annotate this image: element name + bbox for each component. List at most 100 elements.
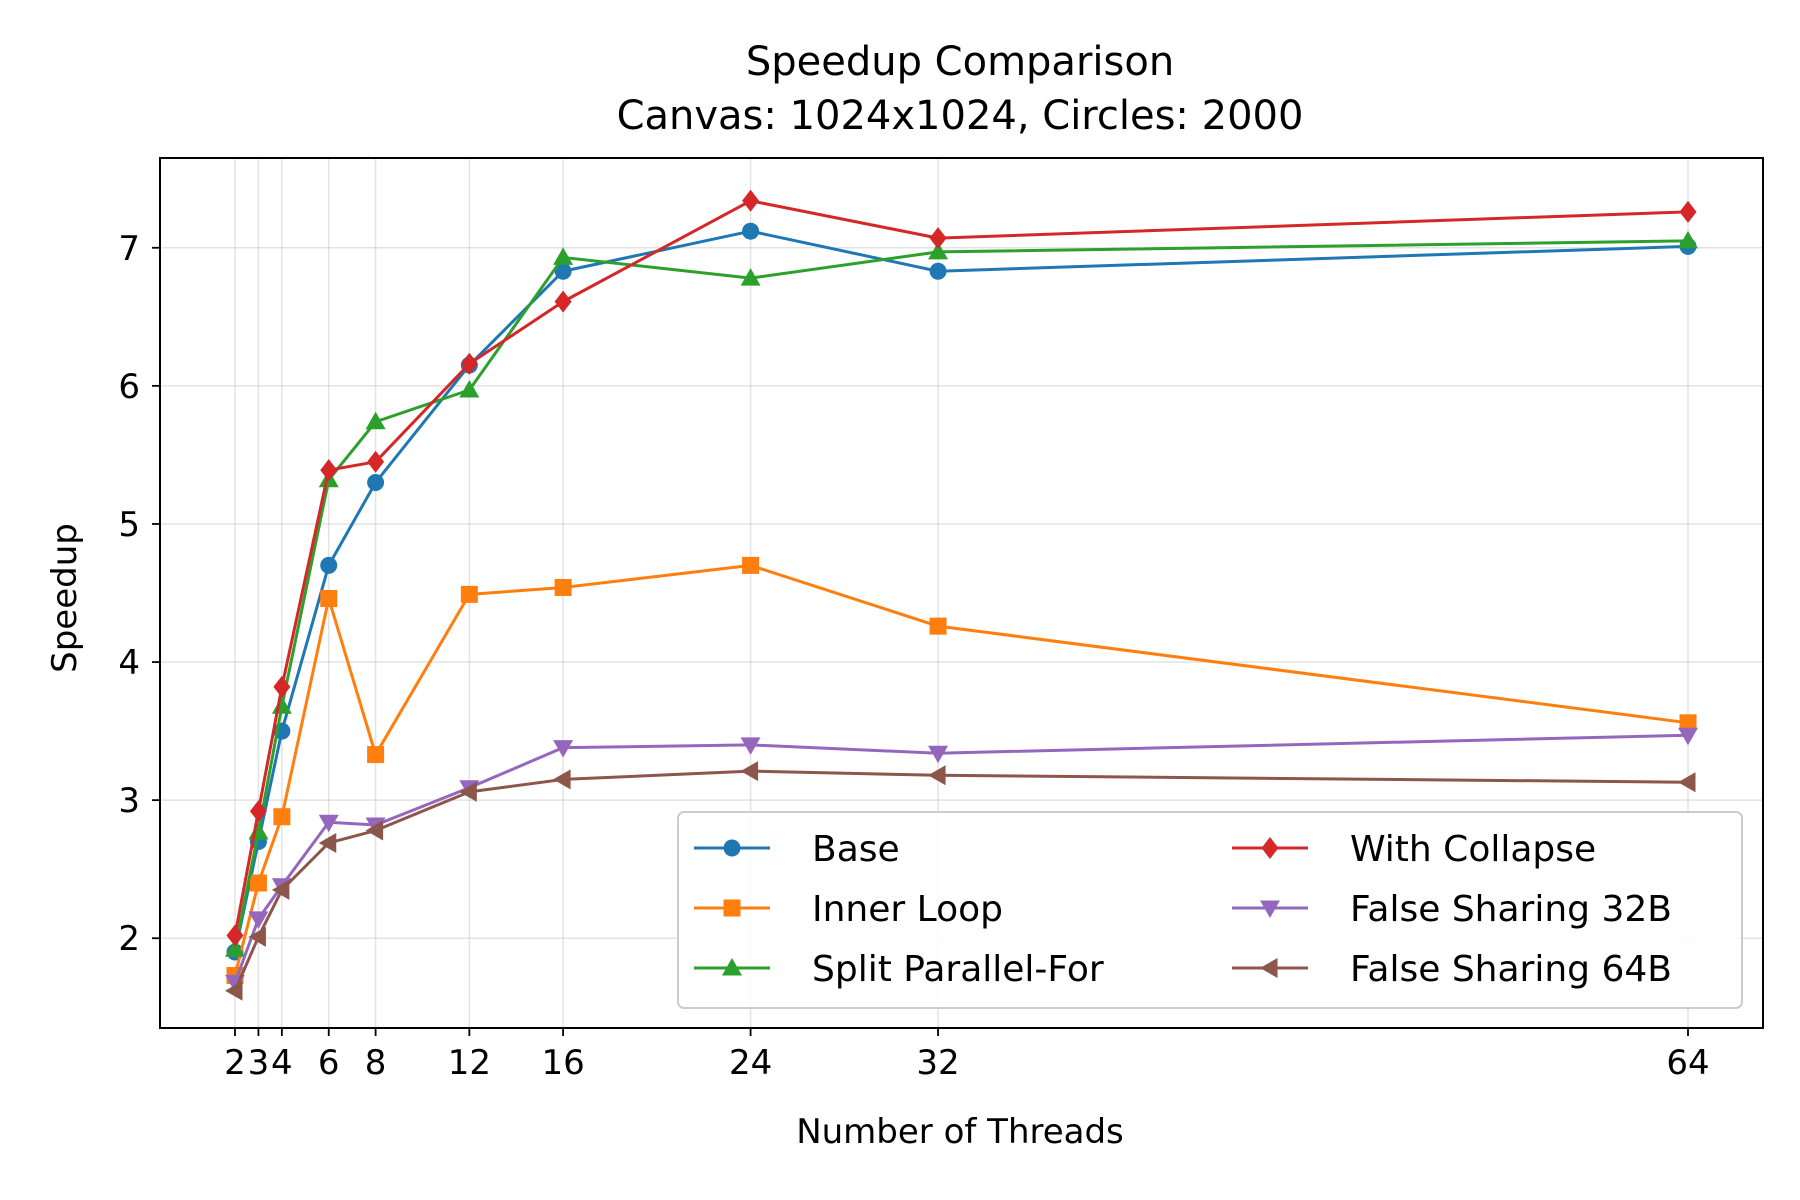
series-line-split-parallel-for [233, 239, 1689, 950]
data-point-with-collapse [273, 675, 291, 698]
data-point-split-parallel-for [365, 411, 386, 430]
legend-item-with-collapse: With Collapse [1232, 829, 1596, 870]
series-false-sharing-64b [224, 761, 1696, 1001]
data-point-inner-loop [273, 808, 291, 826]
x-axis-label: Number of Threads [796, 1112, 1124, 1152]
plot-frame [159, 157, 1764, 1029]
data-point-split-parallel-for [1678, 230, 1699, 249]
data-point-false-sharing-32b [318, 814, 339, 833]
data-point-base [367, 474, 385, 492]
data-point-inner-loop [320, 590, 338, 608]
x-tick-label: 32 [916, 1043, 959, 1083]
series-split-parallel-for [224, 230, 1699, 957]
series-line-base [233, 229, 1689, 953]
data-point-false-sharing-64b [224, 980, 243, 1001]
data-point-with-collapse [249, 800, 267, 823]
chart-subtitle: Canvas: 1024x1024, Circles: 2000 [617, 93, 1304, 139]
series-inner-loop [226, 556, 1697, 985]
series-line-with-collapse [233, 199, 1689, 936]
data-point-false-sharing-32b [928, 745, 949, 764]
x-axis-ticks: 2 3 4 6 8 12 16 24 32 64 [224, 1028, 1710, 1083]
series-line-false-sharing-64b [233, 769, 1689, 992]
data-point-with-collapse [367, 450, 385, 473]
data-point-false-sharing-32b [553, 740, 574, 758]
legend-label: Split Parallel-For [812, 949, 1104, 990]
data-point-false-sharing-64b [740, 761, 759, 782]
data-point-with-collapse [742, 189, 760, 212]
data-point-split-parallel-for [459, 380, 480, 398]
x-tick-label: 2 [224, 1043, 246, 1083]
legend-label: Inner Loop [812, 889, 1003, 930]
x-tick-label: 12 [448, 1043, 491, 1083]
legend-item-false-sharing-32b: False Sharing 32B [1232, 889, 1672, 930]
y-tick-label: 2 [118, 919, 140, 959]
series-line-false-sharing-32b [233, 733, 1689, 983]
data-point-false-sharing-64b [365, 820, 384, 841]
data-point-false-sharing-64b [271, 879, 290, 900]
data-point-split-parallel-for [224, 939, 245, 957]
y-tick-label: 4 [118, 643, 140, 683]
data-point-false-sharing-32b [740, 737, 761, 755]
legend-marker [722, 958, 742, 976]
data-point-base [742, 222, 760, 240]
data-point-with-collapse [1679, 200, 1697, 223]
y-axis-ticks: 2 3 4 5 6 7 [118, 229, 160, 959]
legend-item-false-sharing-64b: False Sharing 64B [1232, 949, 1672, 990]
y-tick-label: 5 [118, 505, 140, 545]
x-tick-label: 4 [271, 1043, 293, 1083]
data-point-split-parallel-for [553, 247, 574, 265]
x-tick-label: 16 [541, 1043, 584, 1083]
x-tick-label: 8 [365, 1043, 387, 1083]
y-tick-label: 3 [118, 781, 140, 821]
legend-label: With Collapse [1350, 829, 1596, 870]
data-point-false-sharing-32b [1678, 727, 1699, 746]
data-point-with-collapse [554, 290, 572, 313]
series-with-collapse [226, 189, 1697, 947]
legend-label: False Sharing 64B [1350, 949, 1672, 990]
data-point-inner-loop [929, 617, 947, 635]
data-point-inner-loop [554, 578, 572, 596]
data-point-false-sharing-64b [318, 832, 337, 853]
data-point-false-sharing-64b [1678, 772, 1696, 793]
data-point-false-sharing-64b [459, 781, 477, 802]
data-point-false-sharing-32b [248, 911, 269, 929]
y-tick-label: 7 [118, 229, 140, 269]
legend-item-split-parallel-for: Split Parallel-For [694, 949, 1104, 990]
data-point-inner-loop [249, 874, 267, 892]
data-point-with-collapse [320, 459, 338, 482]
data-point-base [320, 556, 338, 574]
chart-title: Speedup Comparison [746, 39, 1174, 85]
y-tick-label: 6 [118, 367, 140, 407]
x-tick-label: 24 [729, 1043, 772, 1083]
legend: Base Inner Loop Split Parallel-For With Col… [677, 811, 1743, 1009]
y-axis-label: Speedup [45, 523, 85, 673]
legend-label: Base [812, 829, 900, 870]
data-point-false-sharing-64b [248, 926, 266, 947]
data-point-split-parallel-for [740, 268, 761, 286]
x-tick-label: 3 [248, 1043, 270, 1083]
data-point-base [554, 262, 572, 280]
data-point-inner-loop [367, 746, 385, 764]
data-point-with-collapse [460, 352, 478, 375]
legend-marker [1261, 837, 1279, 859]
data-point-inner-loop [1679, 714, 1697, 732]
data-point-base [929, 262, 947, 280]
legend-marker [1260, 958, 1278, 978]
data-point-with-collapse [929, 227, 947, 250]
x-tick-label: 64 [1666, 1043, 1709, 1083]
legend-label: False Sharing 32B [1350, 889, 1672, 930]
legend-marker [723, 839, 741, 857]
data-point-false-sharing-64b [928, 765, 946, 786]
legend-item-base: Base [694, 829, 900, 870]
legend-marker [723, 899, 741, 917]
legend-item-inner-loop: Inner Loop [694, 889, 1003, 930]
data-point-inner-loop [742, 556, 760, 574]
data-point-inner-loop [460, 585, 478, 603]
series-layer [224, 189, 1699, 1001]
data-point-split-parallel-for [928, 241, 949, 260]
series-line-inner-loop [233, 563, 1689, 976]
data-point-with-collapse [226, 924, 244, 947]
legend-marker [1260, 900, 1280, 918]
